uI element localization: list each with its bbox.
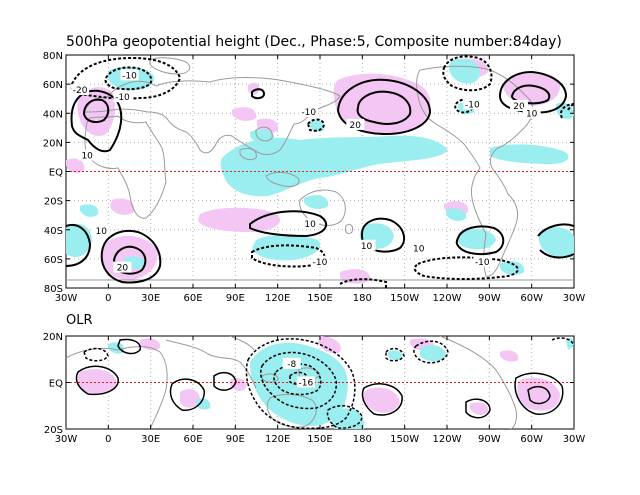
contour-label-bg bbox=[92, 225, 111, 237]
contour-label: 10 bbox=[526, 109, 538, 119]
longitude-label: 150W bbox=[390, 434, 419, 445]
contour-label-bg bbox=[113, 91, 132, 103]
contour-label-bg bbox=[509, 99, 528, 111]
latitude-label: 20S bbox=[44, 197, 63, 208]
lower-positive-contours bbox=[75, 338, 564, 419]
longitude-label: 30W bbox=[563, 434, 586, 445]
longitude-label: 180 bbox=[353, 434, 372, 445]
contour-label: 10 bbox=[81, 151, 93, 161]
contour-label-bg bbox=[311, 255, 329, 267]
contour-label: 20 bbox=[350, 121, 362, 131]
longitude-label: 30E bbox=[141, 434, 160, 445]
upper-latitude-labels: 80N 60N 40N 20N EQ 20S 40S 60S 80S bbox=[43, 51, 63, 295]
longitude-label: 30E bbox=[141, 293, 160, 304]
contour-label: 10 bbox=[361, 242, 373, 252]
contour-label-bg bbox=[78, 149, 97, 161]
contour-label: 10 bbox=[304, 220, 316, 230]
longitude-label: 90E bbox=[226, 293, 245, 304]
upper-negative-shading bbox=[66, 58, 574, 275]
lower-positive-shading bbox=[78, 336, 560, 415]
lower-map-panel: -16-8 20N EQ 20S 30W 0 30E 60E 90E 120E 150E 180 1… bbox=[43, 332, 586, 445]
latitude-label: 60S bbox=[44, 255, 63, 266]
longitude-label: 90W bbox=[478, 434, 501, 445]
longitude-label: 120W bbox=[433, 293, 462, 304]
contour-label: -10 bbox=[122, 71, 137, 81]
latitude-label: 60N bbox=[43, 80, 63, 91]
longitude-label: 0 bbox=[105, 293, 111, 304]
longitude-label: 60E bbox=[183, 434, 202, 445]
contour-label-bg bbox=[346, 118, 365, 130]
contour-label: -20 bbox=[73, 86, 88, 96]
longitude-label: 150E bbox=[307, 293, 332, 304]
longitude-label: 60W bbox=[520, 434, 543, 445]
contour-label: -10 bbox=[465, 101, 480, 111]
contour-label: -10 bbox=[301, 108, 316, 118]
contour-label: -8 bbox=[287, 360, 296, 370]
contour-label-bg bbox=[409, 242, 428, 254]
contour-label-bg bbox=[113, 261, 132, 273]
contour-label-bg bbox=[120, 69, 139, 81]
latitude-label: 20N bbox=[43, 332, 63, 343]
contour-label: -10 bbox=[475, 258, 490, 268]
longitude-label: 180 bbox=[353, 293, 372, 304]
map-title: 500hPa geopotential height (Dec., Phase:… bbox=[66, 34, 562, 50]
latitude-label: 40S bbox=[44, 226, 63, 237]
longitude-label: 120E bbox=[265, 293, 290, 304]
longitude-label: 150W bbox=[390, 293, 419, 304]
longitude-label: 90E bbox=[226, 434, 245, 445]
latitude-label: 20N bbox=[43, 138, 63, 149]
lower-longitude-labels: 30W 0 30E 60E 90E 120E 150E 180 150W 120W 90W 60W 30… bbox=[55, 434, 586, 445]
longitude-label: 0 bbox=[105, 434, 111, 445]
contour-label: 10 bbox=[413, 245, 425, 255]
olr-panel-title: OLR bbox=[66, 313, 93, 328]
contour-label-bg bbox=[299, 105, 318, 117]
longitude-label: 120E bbox=[265, 434, 290, 445]
contour-label: -10 bbox=[313, 258, 328, 268]
longitude-label: 30W bbox=[563, 293, 586, 304]
latitude-label: EQ bbox=[49, 379, 63, 390]
longitude-label: 60E bbox=[183, 293, 202, 304]
contour-label-bg bbox=[357, 239, 376, 251]
contour-label-bg bbox=[522, 107, 541, 119]
contour-label-bg bbox=[301, 217, 320, 229]
longitude-label: 90W bbox=[478, 293, 501, 304]
longitude-label: 120W bbox=[433, 434, 462, 445]
lower-latitude-labels: 20N EQ 20S bbox=[43, 332, 63, 436]
lower-axis-ticks bbox=[65, 335, 575, 430]
contour-label: 10 bbox=[96, 227, 108, 237]
contour-label-bg bbox=[473, 255, 492, 267]
longitude-label: 30W bbox=[55, 293, 78, 304]
latitude-label: 40N bbox=[43, 109, 63, 120]
contour-label-bg bbox=[296, 376, 315, 388]
latitude-label: 80S bbox=[44, 284, 63, 295]
upper-longitude-labels: 30W 0 30E 60E 90E 120E 150E 180 150W 120W 90W 60W 30… bbox=[55, 293, 586, 304]
longitude-label: 30W bbox=[55, 434, 78, 445]
contour-label: 20 bbox=[513, 102, 525, 112]
contour-label: -10 bbox=[115, 93, 130, 103]
latitude-label: 20S bbox=[44, 425, 63, 436]
contour-label-bg bbox=[282, 357, 301, 369]
contour-label: 20 bbox=[117, 264, 129, 274]
longitude-label: 150E bbox=[307, 434, 332, 445]
latitude-label: EQ bbox=[49, 168, 63, 179]
contour-label-bg bbox=[463, 98, 482, 110]
lower-coastlines bbox=[66, 336, 517, 429]
upper-axis-ticks bbox=[65, 54, 575, 289]
longitude-label: 60W bbox=[520, 293, 543, 304]
upper-coastlines bbox=[66, 57, 574, 281]
contour-label: -16 bbox=[299, 379, 314, 389]
contour-label-bg bbox=[71, 83, 90, 95]
latitude-label: 80N bbox=[43, 51, 63, 62]
lower-contour-labels: -16-8 bbox=[282, 357, 315, 389]
